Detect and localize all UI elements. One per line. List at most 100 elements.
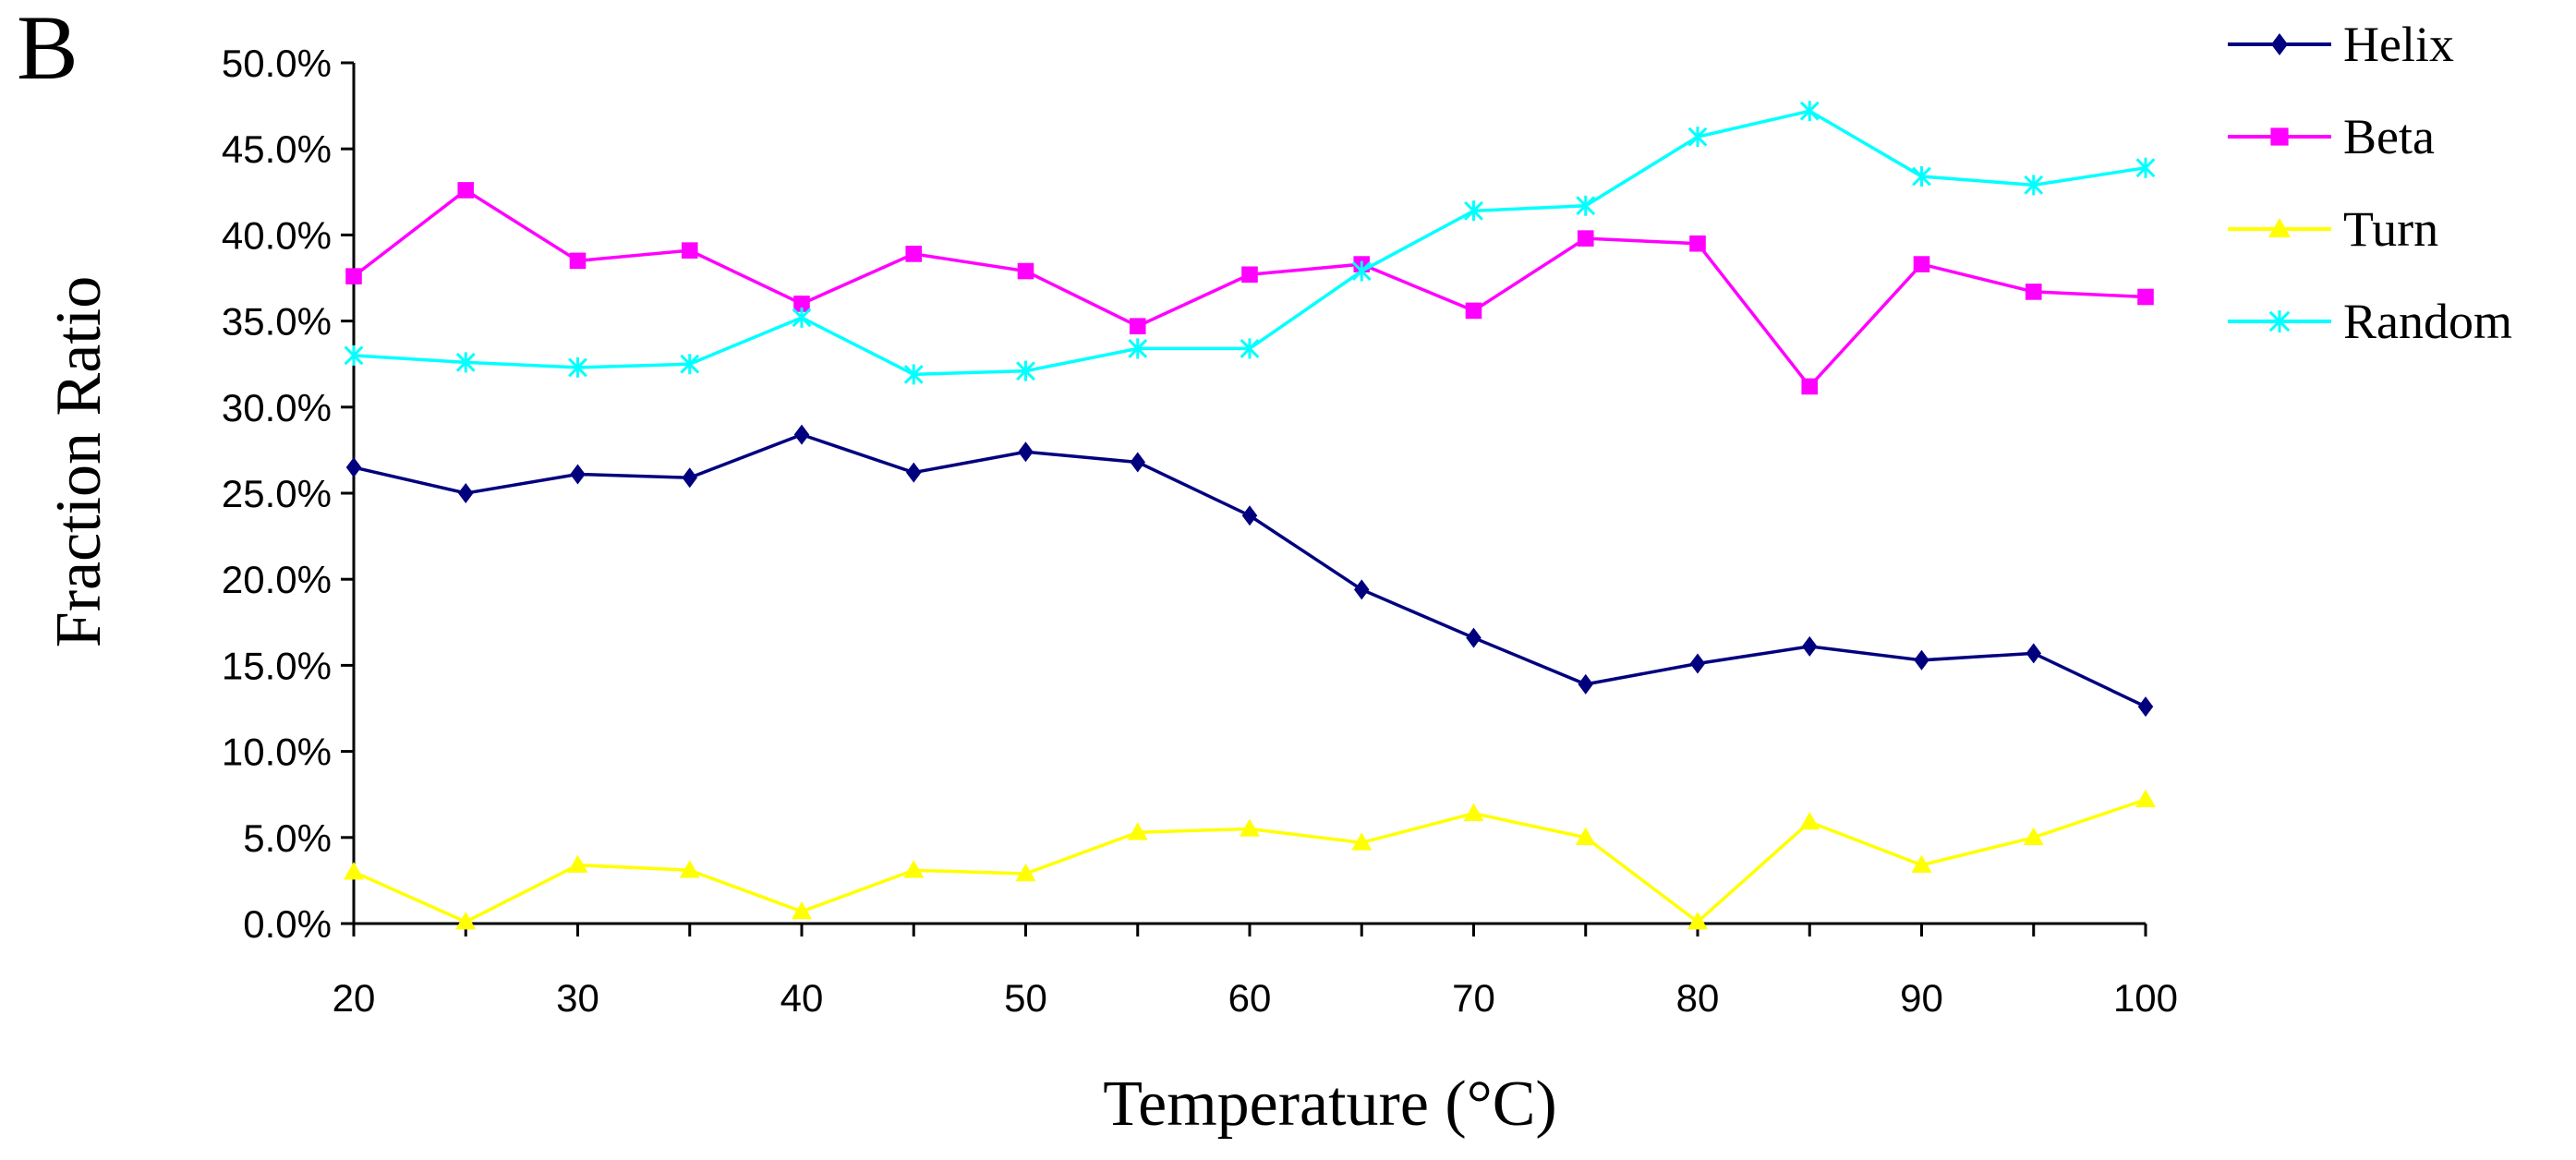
legend-label: Random (2343, 294, 2512, 349)
helix-point (2137, 696, 2154, 718)
x-tick-label: 20 (333, 976, 376, 1020)
series-layer (344, 101, 2156, 930)
x-tick-label: 50 (1004, 976, 1047, 1020)
legend-item-helix: Helix (2228, 17, 2454, 72)
y-tick-label: 50.0% (222, 42, 332, 85)
random-point (455, 352, 476, 373)
helix-point (1241, 505, 1258, 526)
x-tick-label: 30 (556, 976, 599, 1020)
helix-point (1914, 649, 1929, 671)
random-point (344, 344, 364, 366)
turn-point (792, 900, 812, 920)
beta-point (457, 182, 475, 199)
legend: Helix Beta Turn Random (2228, 17, 2512, 349)
beta-point (1017, 262, 1034, 280)
helix-point (682, 467, 697, 489)
random-point (1240, 338, 1260, 359)
beta-point (681, 242, 698, 259)
x-tick-label: 90 (1900, 976, 1943, 1020)
random-point (1351, 260, 1372, 282)
random-point (1687, 127, 1708, 148)
turn-point (679, 860, 700, 878)
y-tick-label: 35.0% (222, 300, 332, 344)
y-tick-label: 20.0% (222, 558, 332, 601)
beta-point (2137, 288, 2154, 306)
helix-point (906, 462, 922, 483)
beta-point (905, 246, 923, 262)
random-point (2024, 175, 2044, 196)
random-point (792, 307, 812, 328)
beta-point (793, 296, 810, 312)
helix-point (1578, 673, 1593, 695)
beta-point (1913, 256, 1930, 272)
helix-point (1354, 579, 1370, 600)
legend-item-turn: Turn (2228, 201, 2438, 257)
beta-point (1801, 378, 1819, 395)
helix-point (458, 483, 474, 503)
random-point (1128, 338, 1148, 359)
helix-point (2026, 643, 2041, 664)
random-point (903, 364, 924, 385)
helix-point (1130, 452, 1145, 473)
turn-point (567, 854, 588, 873)
axes: 0.0% 5.0% 10.0% 15.0% 20.0% 25.0% 30.0% 35.0% 40… (222, 42, 2178, 1020)
legend-label: Helix (2343, 17, 2454, 72)
random-point (2135, 157, 2156, 178)
random-point (1912, 166, 1931, 187)
helix-point (793, 424, 810, 445)
turn-point (1240, 818, 1260, 837)
random-point (1464, 200, 1483, 222)
y-tick-label: 0.0% (243, 902, 332, 946)
legend-item-beta: Beta (2228, 109, 2435, 164)
turn-point (1911, 854, 1932, 873)
series-helix (345, 424, 2154, 718)
x-tick-label: 80 (1676, 976, 1720, 1020)
series-beta (345, 182, 2154, 395)
y-tick-label: 40.0% (222, 213, 332, 257)
x-tick-label: 60 (1228, 976, 1272, 1020)
turn-point (903, 860, 925, 878)
series-random (344, 101, 2156, 385)
turn-point (1799, 812, 1820, 830)
helix-point (345, 457, 362, 478)
beta-point (1689, 235, 1706, 252)
random-point (680, 354, 700, 375)
turn-point (1351, 832, 1373, 851)
legend-marker (2268, 310, 2291, 332)
turn-point (1575, 827, 1596, 846)
helix-point (1018, 441, 1034, 463)
random-point (1016, 360, 1035, 381)
y-tick-label: 10.0% (222, 731, 332, 774)
turn-line (353, 798, 2147, 924)
y-tick-label: 25.0% (222, 472, 332, 515)
legend-label: Turn (2343, 201, 2438, 257)
y-tick-label: 45.0% (222, 127, 332, 171)
x-axis-label: Temperature (°C) (1103, 1069, 1556, 1140)
beta-point (1129, 318, 1146, 334)
series-turn (344, 789, 2156, 930)
y-tick-label: 5.0% (243, 816, 332, 860)
turn-point (344, 862, 364, 880)
random-line (353, 109, 2147, 377)
turn-point (1015, 863, 1036, 882)
helix-point (1689, 653, 1706, 674)
beta-point (1577, 230, 1594, 247)
turn-point (1127, 822, 1148, 840)
helix-line (353, 432, 2147, 708)
x-tick-label: 40 (780, 976, 824, 1020)
turn-point (455, 912, 477, 930)
turn-point (2135, 789, 2156, 808)
legend-marker (2271, 33, 2288, 55)
y-axis-label: Fraction Ratio (43, 276, 115, 647)
panel-label: B (17, 0, 79, 99)
helix-point (1802, 635, 1818, 657)
x-tick-label: 70 (1452, 976, 1495, 1020)
turn-point (1463, 803, 1484, 821)
y-tick-label: 15.0% (222, 644, 332, 687)
legend-label: Beta (2343, 109, 2435, 164)
y-tick-label: 30.0% (222, 386, 332, 429)
beta-point (345, 268, 362, 284)
beta-point (1241, 266, 1258, 284)
legend-marker (2268, 218, 2291, 237)
